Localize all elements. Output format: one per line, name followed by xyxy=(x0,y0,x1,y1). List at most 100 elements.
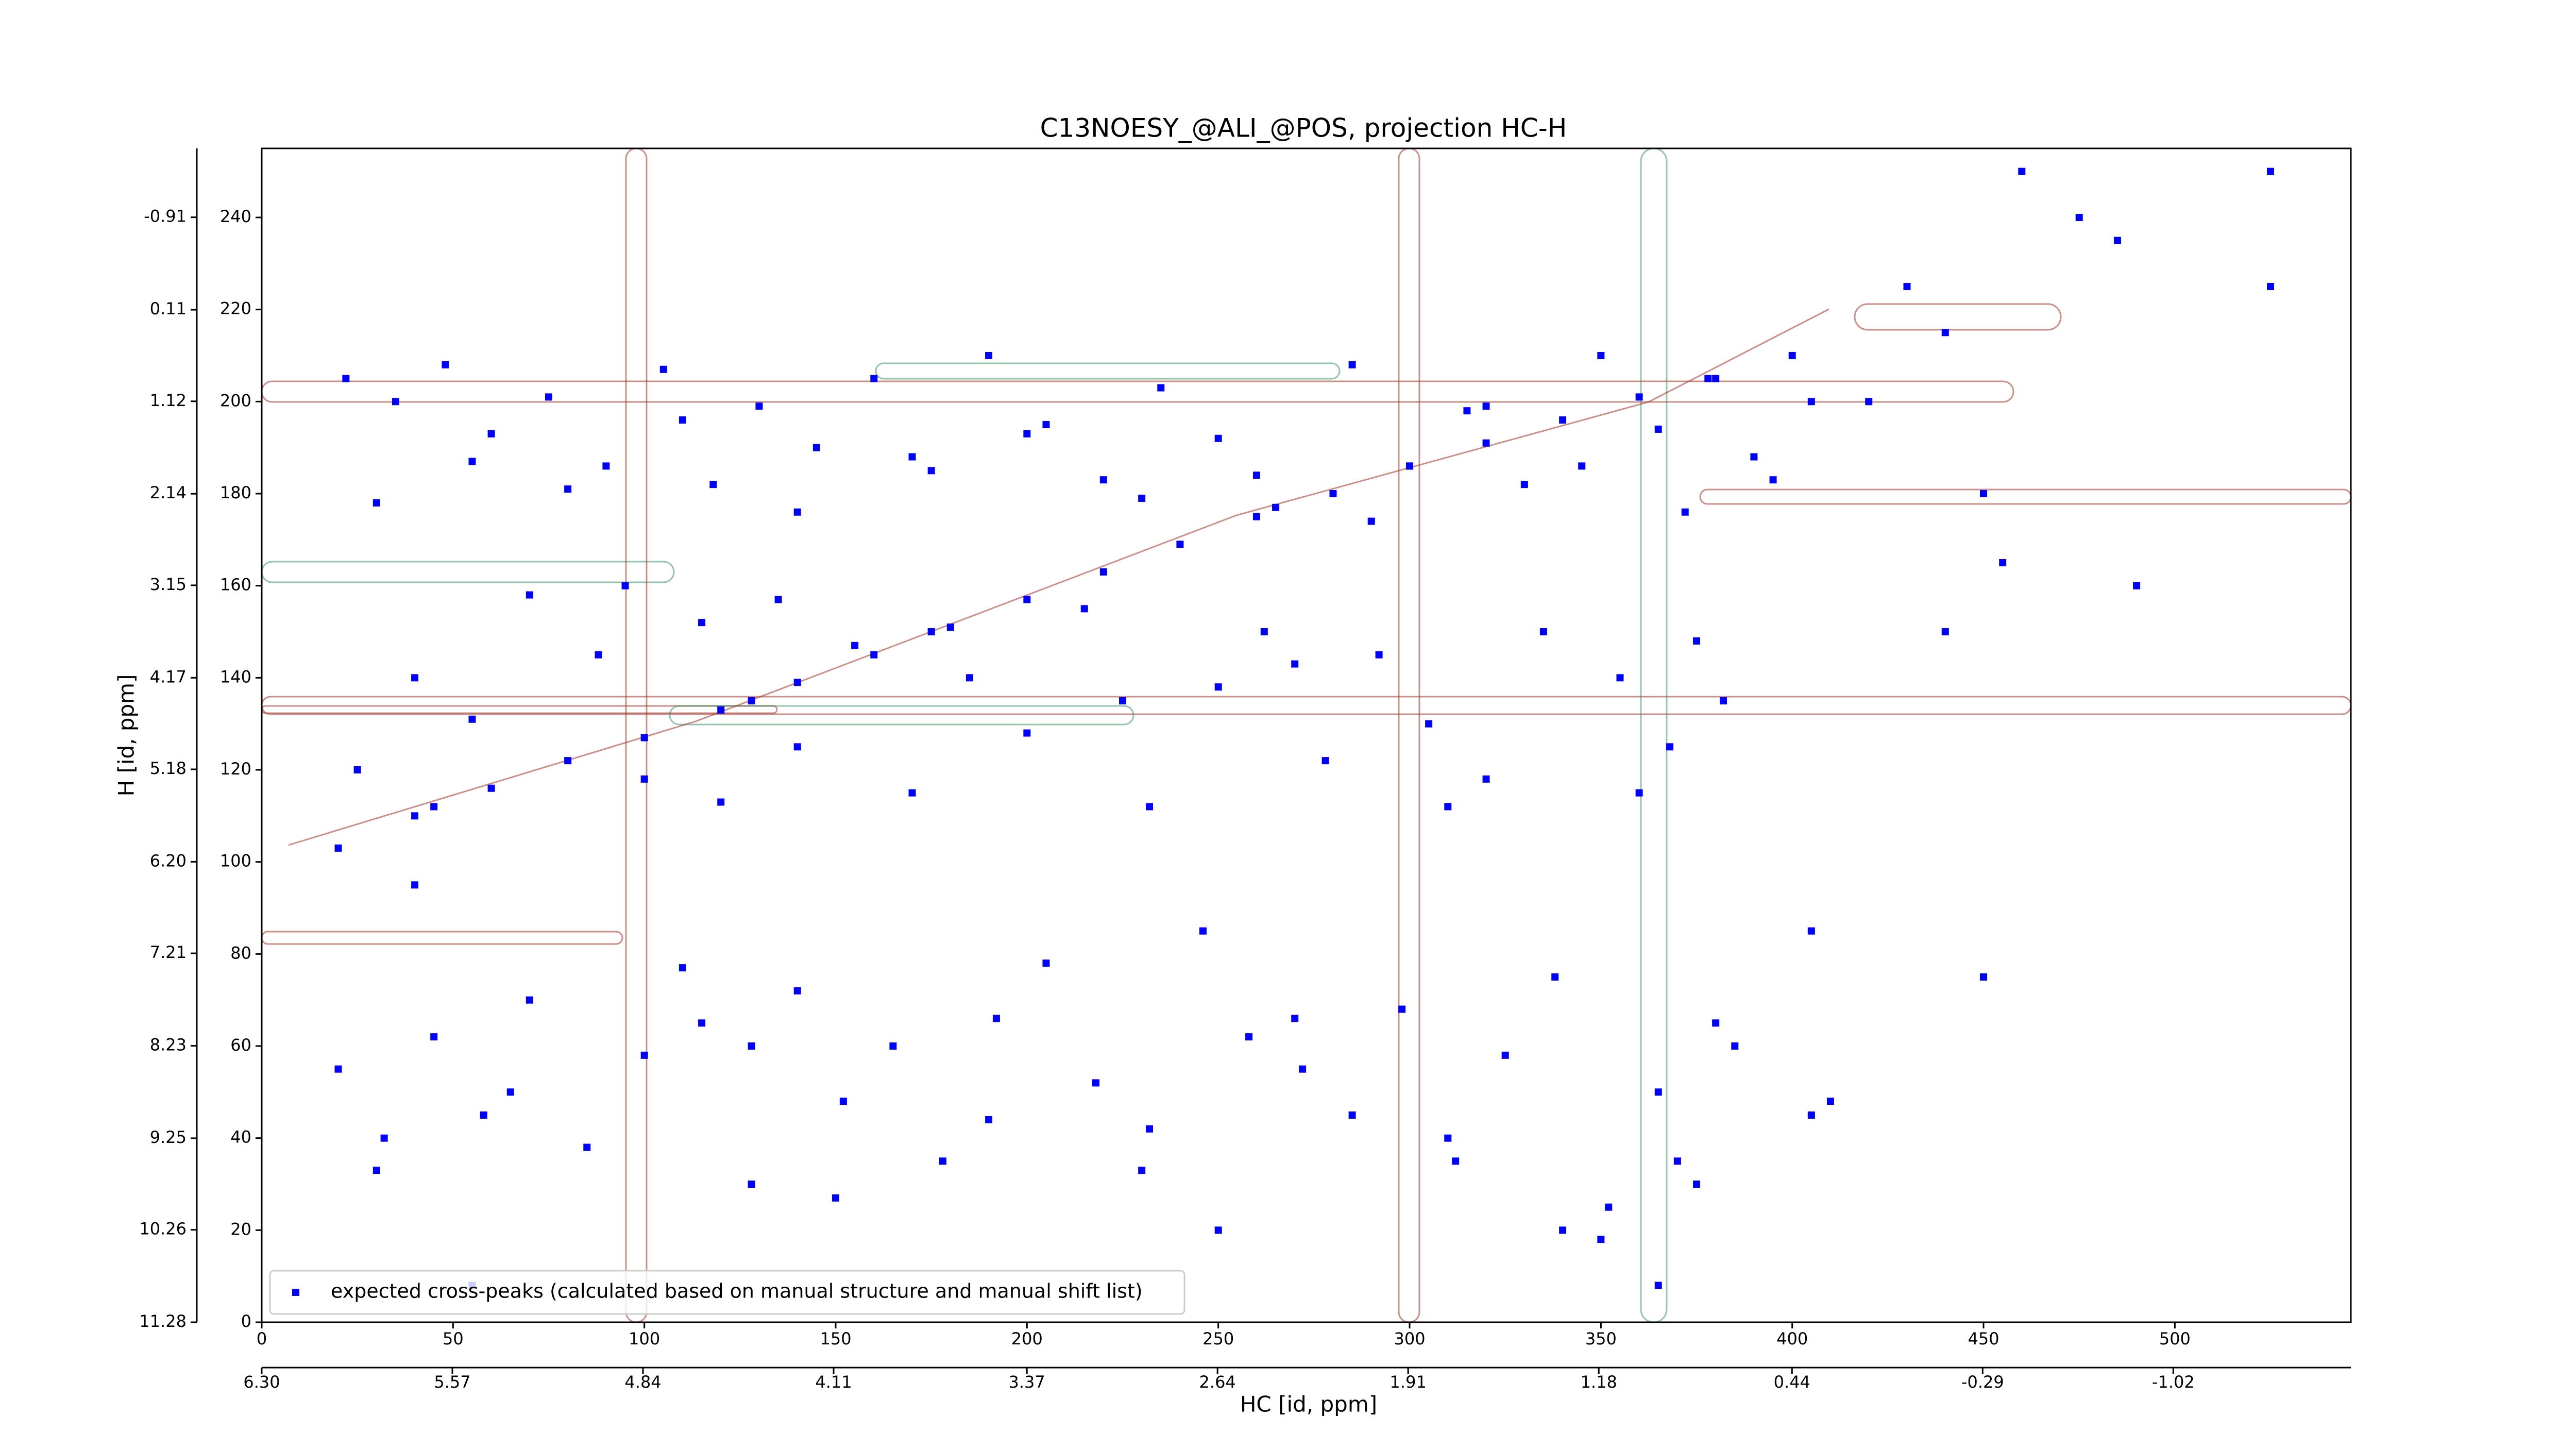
cross-peak xyxy=(372,1167,380,1174)
x2-tick-label: 3.37 xyxy=(1009,1372,1045,1392)
cross-peak xyxy=(1731,1042,1739,1050)
cross-peak xyxy=(1482,775,1490,783)
cross-peak xyxy=(1501,1051,1509,1059)
y-tick-label: 200 xyxy=(220,391,251,410)
cross-peak xyxy=(1080,605,1088,613)
y2-tick-label: 11.28 xyxy=(139,1311,187,1331)
cross-peak xyxy=(1941,628,1949,635)
cross-peak xyxy=(1146,803,1154,811)
y-tick-label: 60 xyxy=(230,1035,251,1055)
cross-peak xyxy=(1482,402,1490,410)
cross-peak xyxy=(526,996,533,1004)
cross-peak xyxy=(839,1098,847,1105)
cross-peak xyxy=(468,458,476,465)
cross-peak xyxy=(411,674,419,682)
cross-peak xyxy=(1704,375,1712,382)
cross-peak xyxy=(1941,329,1949,336)
x-tick-label: 150 xyxy=(820,1329,851,1349)
cross-peak xyxy=(1176,541,1184,548)
y-tick-label: 80 xyxy=(230,943,251,963)
cross-peak xyxy=(1693,637,1701,645)
cross-peak xyxy=(832,1194,840,1202)
cross-peak xyxy=(1252,471,1260,479)
x-tick-label: 400 xyxy=(1776,1329,1808,1349)
cross-peak xyxy=(1635,789,1643,797)
cross-peak xyxy=(334,1065,342,1073)
cross-peak xyxy=(1199,927,1207,935)
cross-peak xyxy=(1712,1019,1720,1027)
cross-peak xyxy=(342,375,350,382)
cross-peak xyxy=(1444,1134,1452,1142)
legend-marker xyxy=(292,1289,299,1296)
x2-tick-label: -1.02 xyxy=(2152,1372,2195,1392)
cross-peak xyxy=(1654,1088,1662,1096)
cross-peak xyxy=(1321,757,1329,765)
cross-peak xyxy=(1452,1157,1460,1165)
cross-peak xyxy=(430,803,438,811)
x-axis-label: HC [id, ppm] xyxy=(1240,1392,1377,1417)
cross-peak xyxy=(1214,683,1222,691)
cross-peak xyxy=(679,416,686,424)
cross-peak xyxy=(1023,596,1031,603)
cross-peak xyxy=(717,706,725,714)
y2-tick-label: 0.11 xyxy=(150,299,187,318)
cross-peak xyxy=(709,481,717,488)
cross-peak xyxy=(545,393,553,401)
y2-tick-label: 9.25 xyxy=(150,1127,187,1147)
cross-peak xyxy=(1681,508,1689,516)
legend-box xyxy=(269,1270,1185,1315)
cross-peak xyxy=(659,365,667,373)
cross-peak xyxy=(1406,462,1414,470)
y2-tick-label: 4.17 xyxy=(150,667,187,686)
y-tick-label: 100 xyxy=(220,851,251,871)
x-tick-label: 300 xyxy=(1394,1329,1425,1349)
x-tick-label: 500 xyxy=(2159,1329,2191,1349)
contour-background xyxy=(261,147,2352,1323)
cross-peak xyxy=(698,619,706,627)
cross-peak xyxy=(1578,462,1586,470)
cross-peak xyxy=(1826,1098,1834,1105)
cross-peak xyxy=(1605,1203,1613,1211)
cross-peak xyxy=(679,964,686,972)
x2-tick-label: -0.29 xyxy=(1961,1372,2004,1392)
cross-peak xyxy=(487,430,495,437)
y2-tick-label: 7.21 xyxy=(150,942,187,962)
cross-peak xyxy=(1119,697,1127,704)
x-tick-label: 250 xyxy=(1202,1329,1234,1349)
cross-peak xyxy=(1023,729,1031,737)
x2-tick-label: 1.91 xyxy=(1390,1372,1427,1392)
cross-peak xyxy=(793,508,801,516)
cross-peak xyxy=(992,1015,1000,1022)
cross-peak xyxy=(748,1042,755,1050)
cross-peak xyxy=(1807,1111,1815,1119)
cross-peak xyxy=(1146,1125,1154,1133)
cross-peak xyxy=(2018,167,2026,175)
x2-tick-label: 2.64 xyxy=(1199,1372,1236,1392)
y2-tick-label: 8.23 xyxy=(150,1035,187,1054)
cross-peak xyxy=(411,812,419,820)
cross-peak xyxy=(908,453,916,461)
cross-peak xyxy=(1214,434,1222,442)
cross-peak xyxy=(1980,490,1988,497)
cross-peak xyxy=(372,499,380,507)
cross-peak xyxy=(1769,476,1777,484)
cross-peak xyxy=(1348,361,1356,368)
cross-peak xyxy=(1214,1226,1222,1234)
cross-peak xyxy=(2075,214,2083,221)
cross-peak xyxy=(1157,384,1165,392)
cross-peak xyxy=(1092,1079,1100,1087)
cross-peak xyxy=(1291,1015,1299,1022)
x-tick-label: 200 xyxy=(1011,1329,1043,1349)
cross-peak xyxy=(939,1157,946,1165)
cross-peak xyxy=(2133,582,2141,589)
cross-peak xyxy=(774,596,782,603)
y2-tick-label: 5.18 xyxy=(150,759,187,778)
cross-peak xyxy=(851,642,859,649)
x-tick-label: 50 xyxy=(443,1329,464,1349)
x-tick-label: 350 xyxy=(1585,1329,1617,1349)
cross-peak xyxy=(1999,559,2007,566)
cross-peak xyxy=(1788,352,1796,359)
cross-peak xyxy=(1138,1167,1146,1174)
cross-peak xyxy=(411,881,419,889)
